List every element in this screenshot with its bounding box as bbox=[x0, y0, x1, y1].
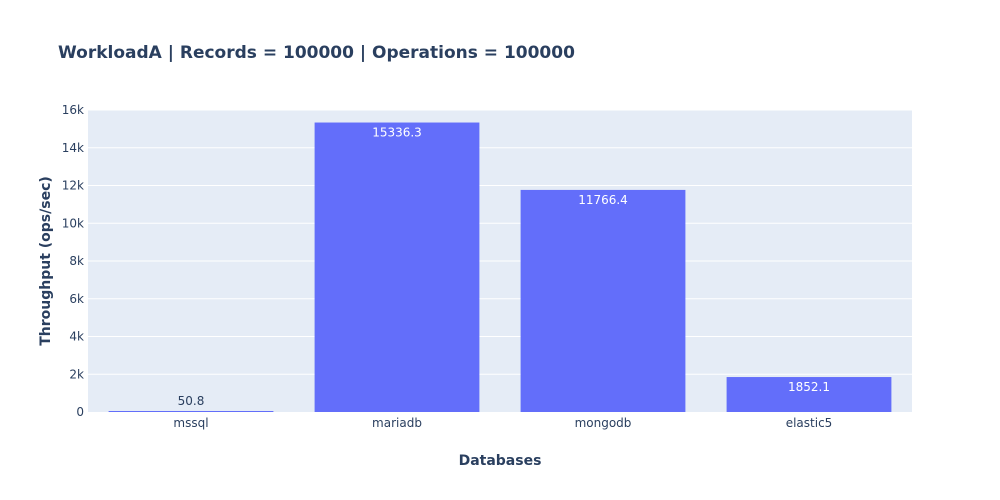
bar-mssql[interactable] bbox=[108, 411, 274, 412]
y-tick-label: 6k bbox=[69, 292, 84, 306]
x-tick-label: mongodb bbox=[575, 416, 632, 430]
y-tick-label: 10k bbox=[62, 216, 84, 230]
x-tick-label: mariadb bbox=[372, 416, 422, 430]
x-tick-label: mssql bbox=[173, 416, 208, 430]
bar-elastic5[interactable] bbox=[726, 377, 892, 412]
y-axis-ticks: 0 2k 4k 6k 8k 10k 12k 14k 16k bbox=[62, 103, 84, 419]
x-axis-title: Databases bbox=[459, 453, 542, 469]
y-tick-label: 0 bbox=[76, 405, 84, 419]
y-tick-label: 16k bbox=[62, 103, 84, 117]
grid-lines bbox=[88, 109, 912, 375]
x-axis-ticks: mssql mariadb mongodb elastic5 bbox=[173, 416, 832, 430]
bar-value-label: 11766.4 bbox=[578, 193, 628, 207]
chart-title: WorkloadA | Records = 100000 | Operation… bbox=[58, 43, 575, 63]
x-tick-label: elastic5 bbox=[786, 416, 833, 430]
y-tick-label: 8k bbox=[69, 254, 84, 268]
bar-mongodb[interactable] bbox=[520, 189, 686, 412]
y-tick-label: 2k bbox=[69, 367, 84, 381]
bar-value-label: 50.8 bbox=[178, 394, 205, 408]
bar-value-label: 1852.1 bbox=[788, 380, 830, 394]
bar-labels: 50.8 15336.3 11766.4 1852.1 bbox=[178, 126, 830, 409]
y-tick-label: 12k bbox=[62, 179, 84, 193]
y-axis-title: Throughput (ops/sec) bbox=[38, 176, 54, 346]
bar-value-label: 15336.3 bbox=[372, 126, 422, 140]
bars bbox=[108, 122, 892, 412]
bar-mariadb[interactable] bbox=[314, 122, 480, 412]
y-tick-label: 14k bbox=[62, 141, 84, 155]
y-tick-label: 4k bbox=[69, 330, 84, 344]
